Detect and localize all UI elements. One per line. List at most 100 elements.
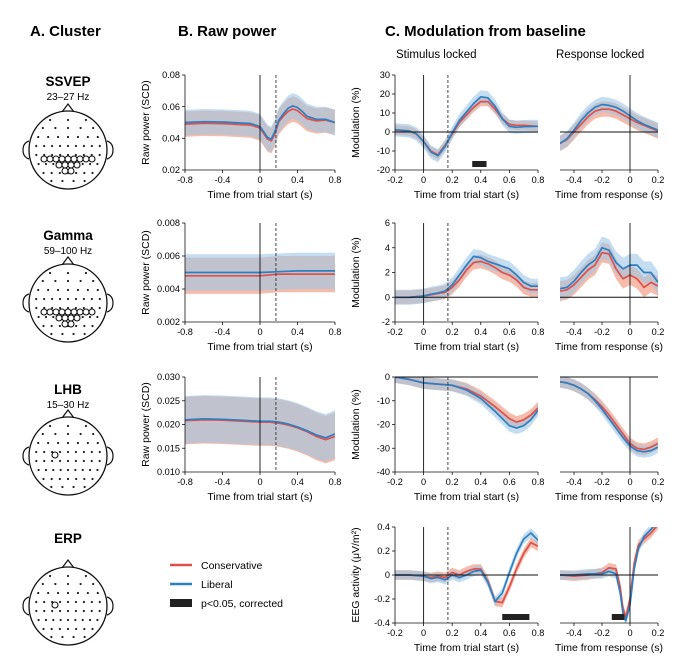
- electrode-dot: [84, 118, 88, 122]
- x-axis-label: Time from response (s): [555, 341, 663, 353]
- electrode-dot: [90, 459, 93, 463]
- error-band-liberal: [560, 236, 658, 300]
- chart-ssvep_stim: -0.2 0 0.2 0.4 0.6 0.8 -20 -10 0 10 20 30 Time from …: [350, 70, 544, 201]
- highlighted-electrode: [51, 601, 59, 609]
- y-tick-label: 0.04: [162, 134, 180, 144]
- highlighted-electrode: [73, 161, 81, 169]
- x-tick-label: 0.8: [532, 628, 545, 638]
- error-band-liberal: [560, 96, 658, 151]
- electrode-dot: [98, 450, 101, 454]
- electrode-dot: [74, 618, 77, 622]
- electrode-dot: [66, 591, 70, 595]
- y-tick-label: 0.010: [157, 467, 180, 477]
- x-tick-label: -0.4: [566, 628, 582, 638]
- y-tick-label: 0.4: [377, 522, 390, 532]
- electrode-dot: [96, 468, 99, 472]
- electrode-dot: [96, 135, 99, 139]
- electrode-dot: [54, 279, 57, 283]
- electrode-dot: [74, 468, 77, 472]
- head-map-erp: [22, 559, 114, 646]
- chart-ssvep_resp: -0.4 -0.2 0 0.2 Time from response (s): [555, 75, 664, 201]
- electrode-dot: [42, 477, 45, 481]
- electrode-dot: [51, 306, 54, 310]
- highlighted-electrode: [70, 155, 78, 163]
- electrode-dot: [66, 118, 70, 122]
- electrode-dot: [75, 627, 78, 631]
- electrode-dot: [66, 574, 70, 578]
- electrode-dot: [50, 324, 53, 328]
- electrode-dot: [79, 126, 82, 130]
- series-line-liberal: [560, 103, 658, 145]
- electrode-dot: [72, 179, 75, 183]
- cluster-name-lhb: LHB: [54, 382, 82, 397]
- x-tick-label: -0.2: [387, 175, 403, 185]
- electrode-dot: [56, 441, 60, 445]
- electrode-dot: [59, 468, 62, 472]
- electrode-dot: [84, 574, 88, 578]
- x-tick-label: 0: [421, 477, 426, 487]
- y-tick-label: 6: [385, 218, 390, 228]
- electrode-dot: [42, 171, 45, 175]
- x-axis-label: Time from trial start (s): [207, 341, 312, 353]
- y-tick-label: -10: [377, 396, 390, 406]
- y-tick-label: 0.008: [157, 218, 180, 228]
- electrode-dot: [74, 609, 78, 613]
- plot-area: [560, 236, 658, 301]
- electrode-dot: [79, 432, 82, 436]
- significance-bar: [502, 614, 530, 620]
- electrode-dot: [47, 441, 50, 445]
- electrode-dot: [48, 574, 52, 578]
- header-cluster: A. Cluster: [30, 23, 101, 40]
- x-tick-label: -0.4: [566, 175, 582, 185]
- legend-sig-label: p<0.05, corrected: [201, 598, 283, 610]
- electrode-dot: [66, 468, 70, 472]
- y-tick-label: 30: [380, 70, 390, 80]
- electrode-dot: [66, 450, 70, 454]
- x-tick-label: 0: [627, 477, 632, 487]
- electrode-dot: [76, 591, 80, 595]
- electrode-dot: [91, 627, 94, 631]
- highlighted-electrode: [61, 320, 69, 328]
- electrode-dot: [66, 135, 70, 139]
- electrode-dot: [56, 288, 60, 292]
- electrode-dot: [86, 288, 89, 292]
- electrode-dot: [58, 144, 62, 148]
- electrode-dot: [54, 126, 57, 130]
- x-tick-label: 0.4: [474, 175, 487, 185]
- electrode-dot: [83, 627, 86, 631]
- electrode-dot: [74, 459, 78, 463]
- x-axis-label: Time from response (s): [555, 189, 663, 201]
- highlighted-electrode: [67, 167, 75, 175]
- error-band-conservative: [560, 242, 658, 301]
- x-tick-label: 0.6: [503, 628, 516, 638]
- y-axis-label: EEG activity (μV/m²): [350, 527, 362, 622]
- x-tick-label: 0.4: [474, 628, 487, 638]
- cluster-name-erp: ERP: [54, 531, 82, 546]
- electrode-dot: [86, 591, 89, 595]
- highlighted-electrode: [61, 314, 69, 322]
- electrode-dot: [83, 477, 86, 481]
- x-tick-label: 0: [421, 327, 426, 337]
- electrode-dot: [83, 324, 86, 328]
- x-tick-label: 0.6: [503, 175, 516, 185]
- electrode-dot: [58, 171, 61, 175]
- series-line-conservative: [185, 273, 335, 277]
- electrode-dot: [90, 144, 93, 148]
- y-tick-label: -0.4: [374, 618, 390, 628]
- x-tick-label: 0.2: [446, 327, 459, 337]
- electrode-dot: [96, 618, 99, 622]
- nose-outline: [61, 256, 75, 266]
- electrode-dot: [50, 332, 53, 336]
- x-tick-label: 0.8: [532, 477, 545, 487]
- cluster-name-gamma: Gamma: [43, 228, 93, 243]
- header-stimulus-locked: Stimulus locked: [396, 49, 477, 61]
- electrode-dot: [35, 306, 38, 310]
- electrode-dot: [56, 135, 60, 139]
- electrode-dot: [83, 332, 86, 336]
- y-tick-label: 0.08: [162, 70, 180, 80]
- electrode-dot: [50, 627, 53, 631]
- left-ear-outline: [22, 596, 30, 616]
- electrode-dot: [58, 627, 61, 631]
- electrode-dot: [61, 179, 64, 183]
- highlighted-electrode: [82, 155, 90, 163]
